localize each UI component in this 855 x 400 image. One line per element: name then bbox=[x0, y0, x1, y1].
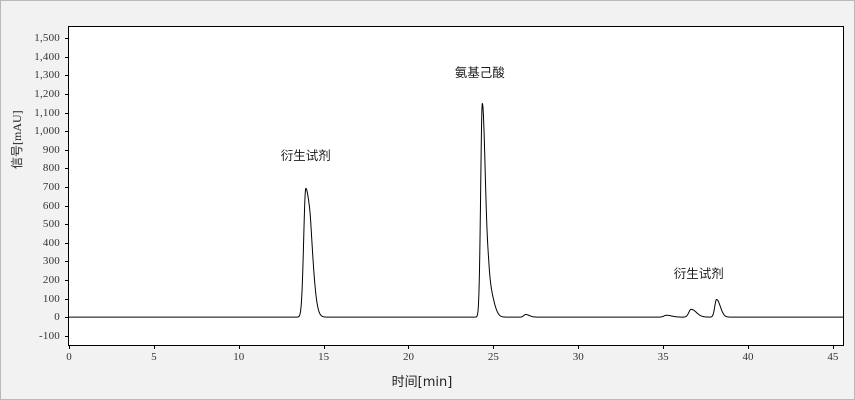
y-tick-mark bbox=[65, 335, 69, 337]
y-tick-label: 600 bbox=[42, 199, 60, 212]
x-tick-label: 10 bbox=[233, 351, 245, 363]
plot-area: 衍生试剂 氨基己酸衍生试剂 bbox=[68, 26, 844, 346]
x-tick-label: 30 bbox=[572, 351, 584, 363]
y-tick-label: 300 bbox=[42, 255, 60, 268]
y-tick-mark bbox=[65, 242, 69, 244]
y-tick-mark bbox=[65, 149, 69, 151]
y-tick-mark bbox=[65, 38, 69, 40]
y-tick-label: 1,100 bbox=[34, 106, 60, 119]
y-tick-label: -100 bbox=[39, 329, 60, 342]
x-tick-label: 20 bbox=[402, 351, 414, 363]
y-tick-label: 1,300 bbox=[34, 69, 60, 82]
x-tick-label: 45 bbox=[827, 351, 839, 363]
x-tick-mark bbox=[832, 345, 834, 349]
y-tick-label: 1,500 bbox=[34, 32, 60, 45]
y-tick-label: 400 bbox=[42, 236, 60, 249]
y-tick-label: 700 bbox=[42, 180, 60, 193]
x-tick-label: 15 bbox=[318, 351, 330, 363]
x-tick-mark bbox=[408, 345, 410, 349]
y-tick-label: 1,200 bbox=[34, 87, 60, 100]
peak-label: 衍生试剂 bbox=[673, 265, 724, 281]
x-tick-label: 25 bbox=[487, 351, 499, 363]
y-tick-mark bbox=[65, 298, 69, 300]
y-tick-label: 1,400 bbox=[34, 50, 60, 63]
y-tick-mark bbox=[65, 205, 69, 207]
x-tick-mark bbox=[69, 345, 70, 349]
x-tick-label: 5 bbox=[151, 351, 157, 363]
x-tick-mark bbox=[493, 345, 495, 349]
x-axis-title: 时间[min] bbox=[392, 371, 453, 390]
x-tick-mark bbox=[323, 345, 325, 349]
y-tick-mark bbox=[65, 224, 69, 226]
y-tick-label: 0 bbox=[54, 311, 60, 324]
x-tick-mark bbox=[747, 345, 749, 349]
y-tick-mark bbox=[65, 56, 69, 58]
y-tick-mark bbox=[65, 261, 69, 263]
y-tick-label: 900 bbox=[42, 143, 60, 156]
signal-trace bbox=[69, 103, 843, 318]
x-tick-label: 0 bbox=[66, 351, 72, 363]
y-tick-label: 100 bbox=[42, 292, 60, 305]
y-tick-mark bbox=[65, 168, 69, 170]
y-axis-title: 信号[mAU] bbox=[10, 110, 24, 169]
y-tick-mark bbox=[65, 186, 69, 188]
y-tick-label: 800 bbox=[42, 162, 60, 175]
x-tick-mark bbox=[238, 345, 240, 349]
x-axis-title-text: 时间[min] bbox=[391, 375, 453, 390]
y-tick-label: 200 bbox=[42, 273, 60, 286]
chromatogram-trace-svg bbox=[69, 103, 843, 318]
y-tick-mark bbox=[65, 75, 69, 77]
x-tick-mark bbox=[663, 345, 665, 349]
x-tick-label: 40 bbox=[742, 351, 754, 363]
y-tick-mark bbox=[65, 279, 69, 281]
peak-label: 氨基己酸 bbox=[454, 64, 505, 80]
y-tick-label: 500 bbox=[42, 218, 60, 231]
x-tick-mark bbox=[578, 345, 580, 349]
peak-label: 衍生试剂 bbox=[280, 148, 331, 164]
y-tick-mark bbox=[65, 317, 69, 319]
y-tick-mark bbox=[65, 112, 69, 114]
y-tick-mark bbox=[65, 131, 69, 133]
y-tick-mark bbox=[65, 93, 69, 95]
x-tick-mark bbox=[153, 345, 155, 349]
x-tick-label: 35 bbox=[657, 351, 669, 363]
y-tick-label: 1,000 bbox=[34, 125, 60, 138]
